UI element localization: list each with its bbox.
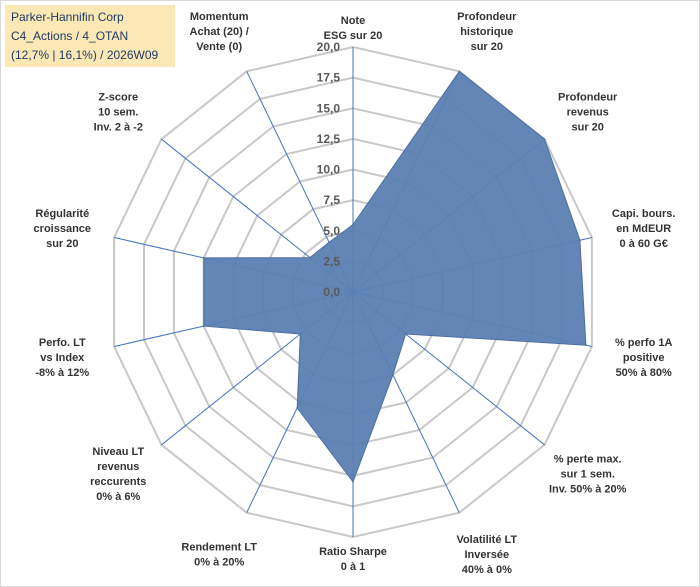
axis-label-12-line-1: 10 sem. <box>98 107 138 119</box>
axis-label-1-line-0: Profondeur <box>457 11 517 23</box>
axis-label-3-line-1: en MdEUR <box>616 223 671 235</box>
title-category: C4_Actions / 4_OTAN <box>11 29 129 43</box>
axis-label-5-line-0: % perte max. <box>554 453 622 465</box>
axis-label-3-line-2: 0 à 60 G€ <box>620 238 668 250</box>
data-point-3 <box>579 239 581 241</box>
axis-label-9-line-0: Niveau LT <box>92 446 144 458</box>
data-point-4 <box>585 344 587 347</box>
axis-label-12: Z-score 10 sem. Inv. 2 à -2 <box>94 92 143 134</box>
axis-label-8: Rendement LT 0% à 20% <box>181 541 257 568</box>
tick-label-6: 15,0 <box>317 101 341 115</box>
radar-series <box>202 70 587 483</box>
axis-label-6-line-0: Volatilité LT <box>456 534 517 546</box>
axis-label-0: Note ESG sur 20 <box>324 15 383 42</box>
axis-label-0-line-1: ESG sur 20 <box>324 30 383 42</box>
axis-label-13-line-0: Momentum <box>190 11 249 23</box>
axis-label-3-line-0: Capi. bours. <box>612 208 676 220</box>
axis-label-1-line-1: historique <box>460 26 513 38</box>
axis-label-8-line-0: Rendement LT <box>181 541 257 553</box>
axis-label-1: Profondeur historique sur 20 <box>457 11 517 53</box>
axis-label-3: Capi. bours. en MdEUR 0 à 60 G€ <box>612 208 676 250</box>
tick-label-3: 7,5 <box>323 193 340 207</box>
axis-label-13-line-1: Achat (20) / <box>190 26 249 38</box>
axis-label-11-line-2: sur 20 <box>46 238 78 250</box>
tick-label-7: 17,5 <box>317 71 341 85</box>
axis-label-12-line-0: Z-score <box>98 92 138 104</box>
axis-label-7-line-0: Ratio Sharpe <box>319 546 387 558</box>
axis-label-4-line-1: positive <box>623 352 665 364</box>
axis-label-2-line-1: revenus <box>567 107 609 119</box>
axis-label-6: Volatilité LT Inversée 40% à 0% <box>456 534 517 576</box>
tick-label-8: 20,0 <box>317 40 341 54</box>
axis-label-0-line-0: Note <box>341 15 365 27</box>
axis-label-9-line-3: 0% à 6% <box>96 491 140 503</box>
data-point-8 <box>296 407 299 409</box>
axis-label-4: % perfo 1A positive 50% à 80% <box>615 337 673 379</box>
tick-label-4: 10,0 <box>317 163 341 177</box>
axis-label-10-line-0: Perfo. LT <box>39 337 86 349</box>
title-stats: (12,7% | 16,1%) / 2026W09 <box>11 48 159 62</box>
tick-label-1: 2,5 <box>323 254 340 268</box>
data-point-9 <box>299 333 302 335</box>
axis-label-9: Niveau LT revenus reccurents 0% à 6% <box>90 446 146 503</box>
data-point-5 <box>404 333 407 335</box>
axis-label-2-line-0: Profondeur <box>558 92 618 104</box>
data-point-2 <box>543 138 546 140</box>
title-company: Parker-Hannifin Corp <box>11 10 124 24</box>
axis-label-11: Régularité croissance sur 20 <box>34 208 91 250</box>
data-point-0 <box>352 223 354 226</box>
axis-label-2: Profondeur revenus sur 20 <box>558 92 618 134</box>
title-box: Parker-Hannifin Corp C4_Actions / 4_OTAN… <box>5 5 175 67</box>
axis-label-13: Momentum Achat (20) / Vente (0) <box>190 11 249 53</box>
axis-label-4-line-0: % perfo 1A <box>615 337 673 349</box>
axis-label-7: Ratio Sharpe 0 à 1 <box>319 546 387 573</box>
radar-tick-labels: 0,0 2,5 5,0 7,5 10,0 12,5 15,0 17,5 20,0 <box>317 40 341 299</box>
axis-label-5-line-2: Inv. 50% à 20% <box>549 483 627 495</box>
axis-label-4-line-2: 50% à 80% <box>616 367 672 379</box>
series-area <box>203 70 587 483</box>
radar-axis-labels: Note ESG sur 20 Profondeur historique sur 20… <box>34 11 676 576</box>
tick-label-5: 12,5 <box>317 132 341 146</box>
axis-label-11-line-0: Régularité <box>35 208 89 220</box>
axis-label-7-line-1: 0 à 1 <box>341 561 365 573</box>
axis-label-9-line-2: reccurents <box>90 476 146 488</box>
axis-label-11-line-1: croissance <box>34 223 91 235</box>
data-point-6 <box>392 374 394 376</box>
axis-label-8-line-1: 0% à 20% <box>194 556 244 568</box>
data-point-13 <box>328 241 330 244</box>
data-point-1 <box>458 70 461 73</box>
axis-label-12-line-2: Inv. 2 à -2 <box>94 122 143 134</box>
axis-label-5-line-1: sur 1 sem. <box>560 468 614 480</box>
tick-label-2: 5,0 <box>323 224 340 238</box>
axis-label-9-line-1: revenus <box>97 461 139 473</box>
data-point-10 <box>202 325 205 327</box>
axis-label-2-line-2: sur 20 <box>571 122 603 134</box>
axis-label-13-line-2: Vente (0) <box>196 41 242 53</box>
axis-label-10: Perfo. LT vs Index -8% à 12% <box>35 337 89 379</box>
tick-label-0: 0,0 <box>323 285 340 299</box>
axis-label-10-line-2: -8% à 12% <box>35 367 89 379</box>
data-point-7 <box>352 481 354 483</box>
data-point-12 <box>309 256 311 259</box>
axis-label-6-line-1: Inversée <box>464 549 509 561</box>
axis-label-6-line-2: 40% à 0% <box>462 564 512 576</box>
data-point-11 <box>202 257 205 259</box>
axis-label-1-line-2: sur 20 <box>471 41 503 53</box>
axis-label-10-line-1: vs Index <box>40 352 85 364</box>
axis-label-5: % perte max. sur 1 sem. Inv. 50% à 20% <box>549 453 627 495</box>
